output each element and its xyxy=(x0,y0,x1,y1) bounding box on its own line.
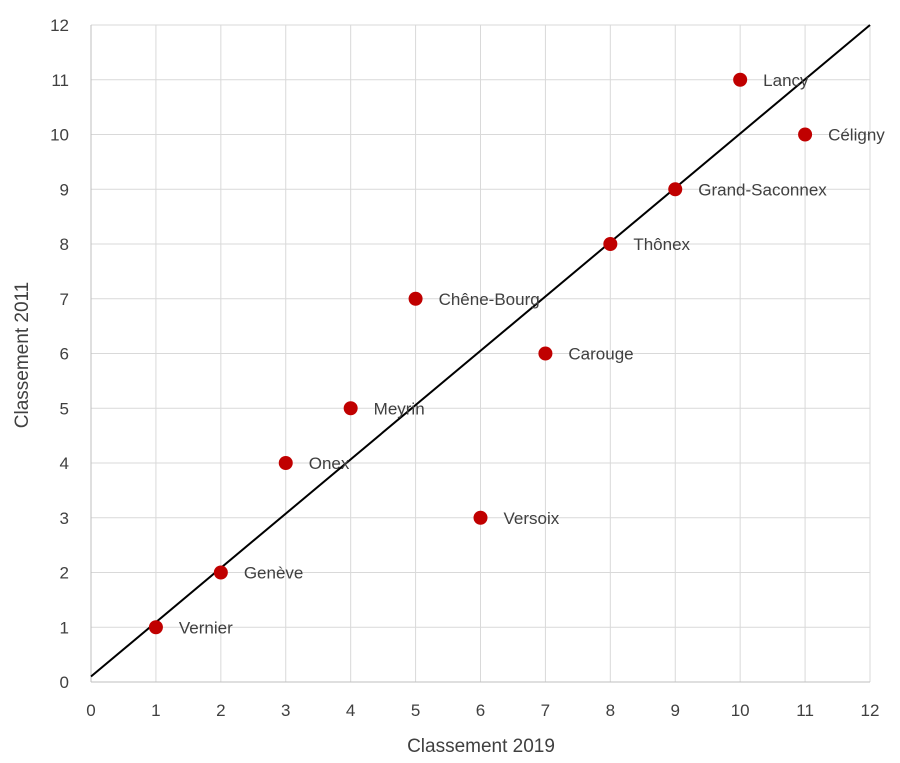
data-point-label: Vernier xyxy=(179,618,233,637)
data-point xyxy=(798,127,813,142)
y-tick-label: 8 xyxy=(60,235,69,254)
x-tick-label: 0 xyxy=(86,701,95,720)
data-point xyxy=(408,291,423,306)
y-tick-label: 4 xyxy=(60,454,69,473)
data-point-label: Carouge xyxy=(568,345,633,364)
y-tick-label: 0 xyxy=(60,673,69,692)
x-tick-label: 12 xyxy=(861,701,880,720)
y-tick-label: 11 xyxy=(51,71,69,90)
data-point-label: Genève xyxy=(244,564,304,583)
data-point-label: Chêne-Bourg xyxy=(439,290,540,309)
y-tick-label: 1 xyxy=(60,618,69,637)
data-point xyxy=(213,565,228,580)
y-tick-label: 3 xyxy=(60,509,69,528)
y-tick-label: 5 xyxy=(60,399,69,418)
x-tick-label: 1 xyxy=(151,701,160,720)
data-point-label: Thônex xyxy=(633,235,690,254)
data-point xyxy=(538,346,553,361)
y-tick-label: 10 xyxy=(50,126,69,145)
data-point xyxy=(343,401,358,416)
y-tick-label: 9 xyxy=(60,180,69,199)
data-point-label: Onex xyxy=(309,454,350,473)
data-point xyxy=(473,510,488,525)
y-tick-label: 6 xyxy=(60,345,69,364)
data-point xyxy=(148,620,163,635)
y-tick-label: 12 xyxy=(50,16,69,35)
point-labels: Vernier Genève Onex Meyrin Chêne-Bourg Versoi… xyxy=(179,71,885,638)
x-tick-label: 3 xyxy=(281,701,290,720)
x-axis-title: Classement 2019 xyxy=(407,736,555,757)
data-point-label: Versoix xyxy=(504,509,560,528)
y-tick-label: 2 xyxy=(60,564,69,583)
x-tick-label: 2 xyxy=(216,701,225,720)
data-point-label: Lancy xyxy=(763,71,809,90)
data-point xyxy=(668,182,683,197)
data-point-label: Céligny xyxy=(828,126,885,145)
data-point xyxy=(733,72,748,87)
x-tick-label: 4 xyxy=(346,701,355,720)
y-axis-title: Classement 2011 xyxy=(12,282,33,428)
x-tick-label: 9 xyxy=(671,701,680,720)
data-point-label: Grand-Saconnex xyxy=(698,180,827,199)
x-tick-label: 7 xyxy=(541,701,550,720)
x-tick-label: 8 xyxy=(606,701,615,720)
points xyxy=(148,72,813,635)
x-tick-label: 11 xyxy=(796,701,814,720)
y-tick-label: 7 xyxy=(60,290,69,309)
x-tick-label: 6 xyxy=(476,701,485,720)
data-point-label: Meyrin xyxy=(374,399,425,418)
x-tick-label: 10 xyxy=(731,701,750,720)
x-tick-label: 5 xyxy=(411,701,420,720)
data-point xyxy=(278,456,293,470)
data-point xyxy=(603,237,618,251)
